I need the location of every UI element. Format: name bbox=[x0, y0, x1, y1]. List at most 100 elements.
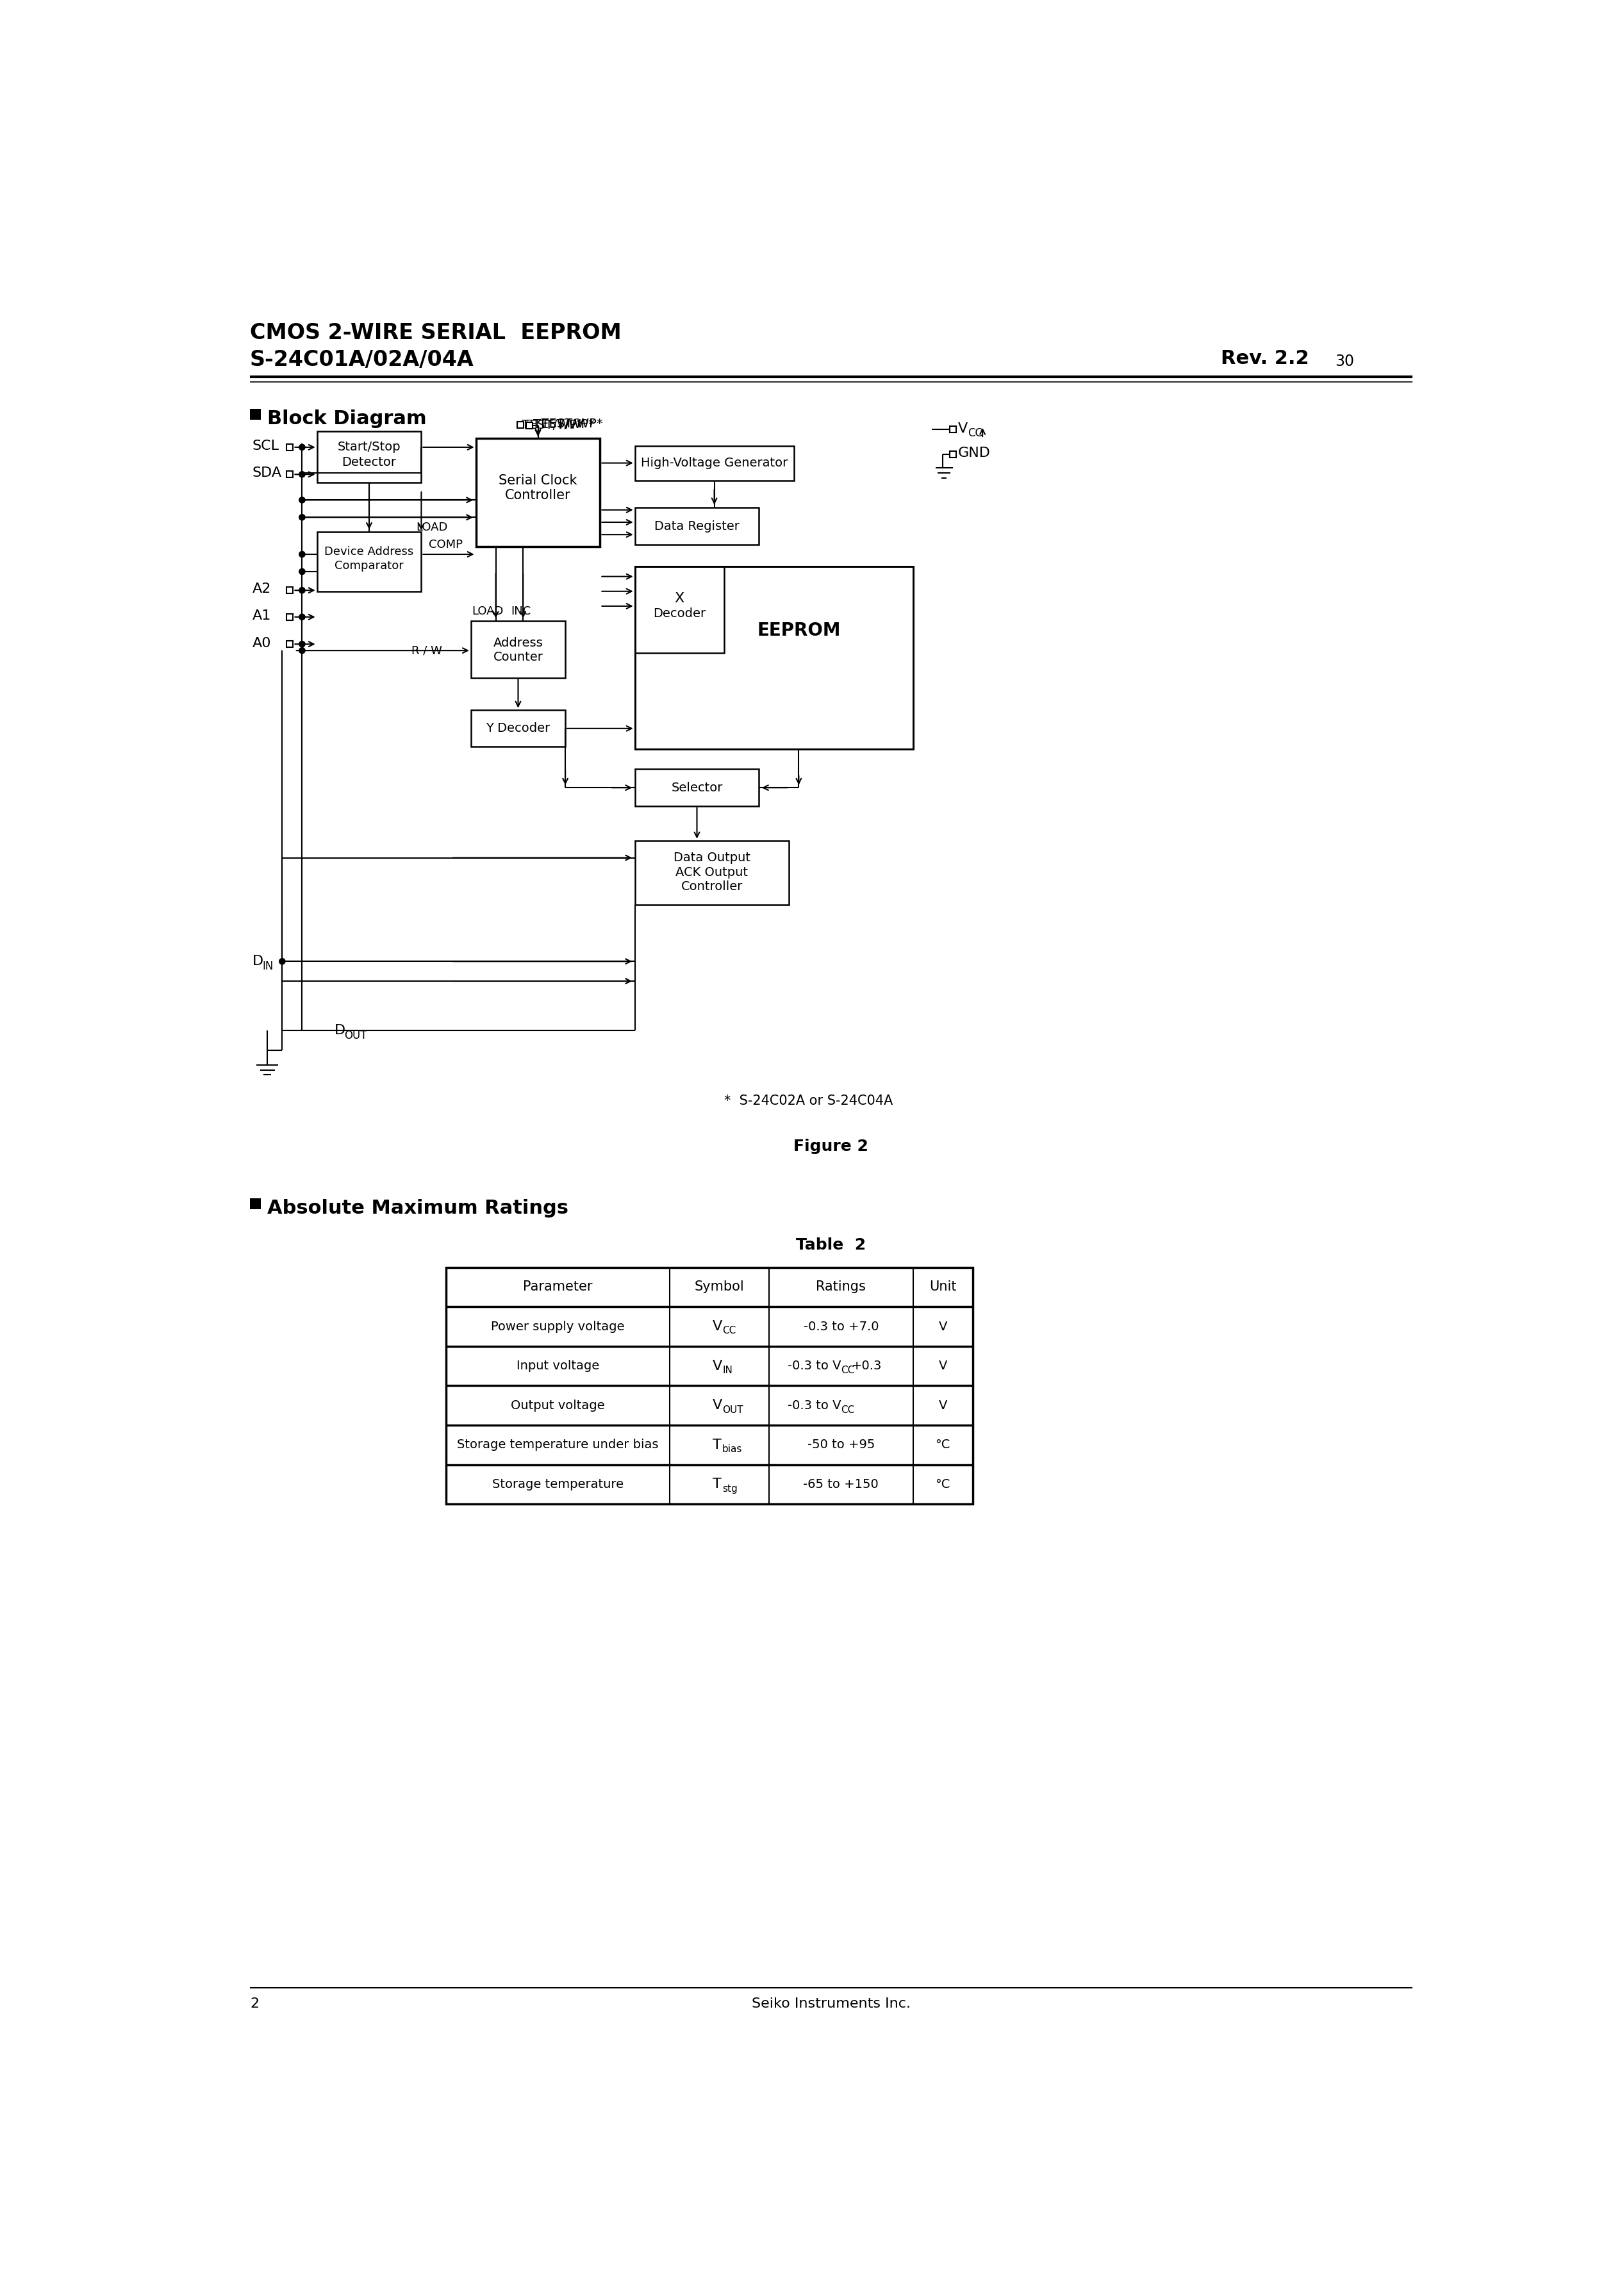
Text: Symbol: Symbol bbox=[694, 1281, 744, 1293]
Text: TEST/WP*: TEST/WP* bbox=[522, 418, 584, 432]
Text: T: T bbox=[712, 1440, 722, 1451]
Text: OUT: OUT bbox=[344, 1029, 367, 1040]
Text: Table  2: Table 2 bbox=[796, 1238, 866, 1254]
Text: COMP: COMP bbox=[428, 540, 462, 551]
Text: INC: INC bbox=[511, 606, 530, 618]
Text: V: V bbox=[712, 1359, 722, 1373]
Text: LOAD: LOAD bbox=[472, 606, 503, 618]
Bar bbox=[517, 422, 524, 429]
Text: D: D bbox=[334, 1024, 345, 1038]
Bar bbox=[287, 471, 294, 478]
Circle shape bbox=[279, 957, 285, 964]
Text: IN: IN bbox=[263, 960, 274, 971]
Text: Absolute Maximum Ratings: Absolute Maximum Ratings bbox=[268, 1199, 569, 1217]
Bar bbox=[250, 1199, 261, 1210]
Text: T: T bbox=[712, 1479, 722, 1490]
Text: Controller: Controller bbox=[504, 489, 571, 501]
Text: -0.3 to +7.0: -0.3 to +7.0 bbox=[803, 1320, 879, 1332]
Bar bbox=[634, 445, 793, 480]
Bar bbox=[634, 840, 788, 905]
Bar bbox=[287, 613, 294, 620]
Bar bbox=[949, 427, 955, 432]
Text: Data Output: Data Output bbox=[673, 852, 751, 863]
Circle shape bbox=[298, 443, 305, 450]
Text: Address: Address bbox=[493, 636, 543, 650]
Text: Power supply voltage: Power supply voltage bbox=[491, 1320, 624, 1332]
Text: Ratings: Ratings bbox=[816, 1281, 866, 1293]
Bar bbox=[634, 769, 759, 806]
Text: Serial Clock: Serial Clock bbox=[498, 473, 577, 487]
Text: EEPROM: EEPROM bbox=[757, 622, 840, 641]
Text: Comparator: Comparator bbox=[334, 560, 404, 572]
Text: LOAD: LOAD bbox=[417, 521, 448, 533]
Text: V: V bbox=[712, 1398, 722, 1412]
Bar bbox=[470, 709, 566, 746]
Text: -65 to +150: -65 to +150 bbox=[803, 1479, 879, 1490]
Text: CC: CC bbox=[968, 427, 983, 439]
Text: stg: stg bbox=[722, 1483, 738, 1495]
Text: ACK Output: ACK Output bbox=[676, 866, 748, 879]
Bar bbox=[475, 439, 600, 546]
Text: +0.3: +0.3 bbox=[852, 1359, 882, 1373]
Text: GND: GND bbox=[957, 448, 991, 459]
Text: CC: CC bbox=[722, 1327, 736, 1336]
Text: Detector: Detector bbox=[342, 457, 396, 468]
Text: -0.3 to V: -0.3 to V bbox=[787, 1359, 840, 1373]
Text: Y Decoder: Y Decoder bbox=[487, 723, 550, 735]
Text: A2: A2 bbox=[253, 583, 271, 595]
Text: Seiko Instruments Inc.: Seiko Instruments Inc. bbox=[751, 1998, 910, 2011]
Bar bbox=[634, 567, 913, 748]
Text: 30: 30 bbox=[1335, 354, 1354, 370]
Bar bbox=[634, 507, 759, 544]
Text: bias: bias bbox=[722, 1444, 743, 1453]
Text: Output voltage: Output voltage bbox=[511, 1398, 605, 1412]
Text: High-Voltage Generator: High-Voltage Generator bbox=[641, 457, 788, 468]
Text: CC: CC bbox=[840, 1405, 855, 1414]
Text: °C: °C bbox=[936, 1440, 950, 1451]
Text: S-24C01A/02A/04A: S-24C01A/02A/04A bbox=[250, 349, 474, 370]
Circle shape bbox=[298, 496, 305, 503]
Circle shape bbox=[298, 471, 305, 478]
Text: Counter: Counter bbox=[493, 650, 543, 664]
Bar bbox=[634, 567, 725, 652]
Circle shape bbox=[298, 588, 305, 592]
Text: IN: IN bbox=[722, 1366, 733, 1375]
Text: Figure 2: Figure 2 bbox=[793, 1139, 868, 1155]
Text: V: V bbox=[712, 1320, 722, 1334]
Text: CC: CC bbox=[840, 1366, 855, 1375]
Text: Block Diagram: Block Diagram bbox=[268, 409, 427, 427]
Text: A1: A1 bbox=[253, 608, 271, 622]
Text: R / W: R / W bbox=[412, 645, 443, 657]
Text: SCL: SCL bbox=[253, 439, 279, 452]
Text: SDA: SDA bbox=[253, 466, 282, 480]
Text: V: V bbox=[939, 1359, 947, 1373]
Text: Start/Stop: Start/Stop bbox=[337, 441, 401, 452]
Text: Parameter: Parameter bbox=[524, 1281, 592, 1293]
Bar bbox=[470, 620, 566, 677]
Text: Rev. 2.2: Rev. 2.2 bbox=[1221, 349, 1309, 367]
Text: V: V bbox=[939, 1398, 947, 1412]
Bar bbox=[250, 409, 261, 420]
Circle shape bbox=[298, 647, 305, 654]
Circle shape bbox=[298, 569, 305, 574]
Text: -50 to +95: -50 to +95 bbox=[808, 1440, 874, 1451]
Text: D: D bbox=[253, 955, 263, 969]
Text: □ TEST/WP*: □ TEST/WP* bbox=[526, 418, 603, 429]
Text: Selector: Selector bbox=[672, 781, 723, 794]
Bar bbox=[316, 533, 422, 592]
Bar bbox=[287, 443, 294, 450]
Text: *  S-24C02A or S-24C04A: * S-24C02A or S-24C04A bbox=[725, 1095, 894, 1107]
Text: TEST/WP*: TEST/WP* bbox=[534, 418, 595, 432]
Text: Input voltage: Input voltage bbox=[516, 1359, 599, 1373]
Bar bbox=[287, 641, 294, 647]
Bar bbox=[526, 422, 532, 429]
Text: Controller: Controller bbox=[681, 879, 743, 893]
Text: X: X bbox=[675, 592, 684, 606]
Text: OUT: OUT bbox=[722, 1405, 743, 1414]
Bar bbox=[287, 588, 294, 595]
Text: A0: A0 bbox=[253, 636, 271, 650]
Text: Storage temperature under bias: Storage temperature under bias bbox=[457, 1440, 659, 1451]
Bar bbox=[446, 1267, 973, 1504]
Text: Data Register: Data Register bbox=[654, 521, 740, 533]
Text: V: V bbox=[957, 422, 967, 434]
